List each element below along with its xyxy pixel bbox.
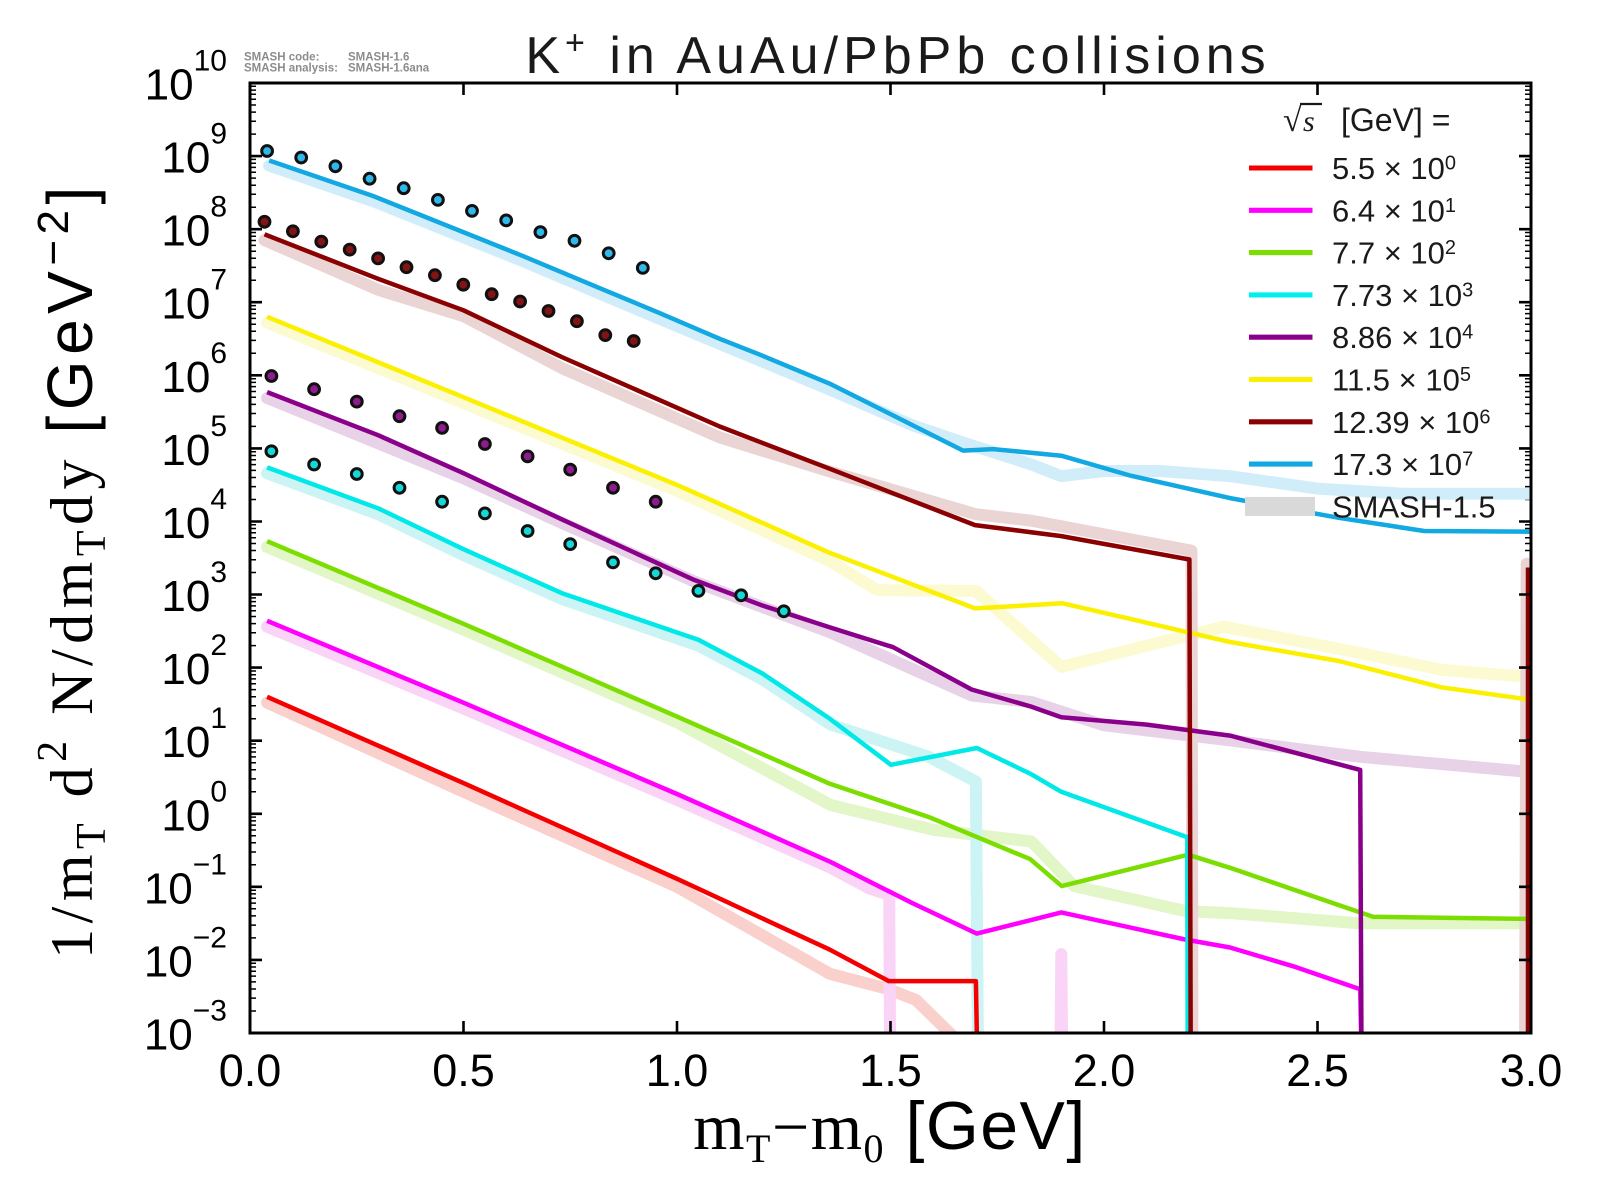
svg-text:2.0: 2.0 <box>1073 1045 1136 1096</box>
svg-text:109: 109 <box>161 118 227 183</box>
svg-text:SMASH code:: SMASH code: <box>244 52 319 64</box>
svg-text:√: √ <box>1283 102 1302 139</box>
svg-text:101: 101 <box>161 702 227 767</box>
svg-text:17.3 × 107: 17.3 × 107 <box>1332 447 1473 482</box>
svg-text:mT−m0 [GeV]: mT−m0 [GeV] <box>693 1088 1087 1171</box>
svg-text:106: 106 <box>161 337 227 402</box>
svg-text:1/mT d2 N/dmTdy [GeV−2]: 1/mT d2 N/dmTdy [GeV−2] <box>29 181 115 959</box>
svg-text:7.7 × 102: 7.7 × 102 <box>1332 236 1456 271</box>
svg-text:6.4 × 101: 6.4 × 101 <box>1332 193 1456 228</box>
svg-text:2.5: 2.5 <box>1286 1045 1349 1096</box>
svg-text:s: s <box>1303 105 1315 138</box>
svg-text:103: 103 <box>161 556 227 621</box>
svg-text:104: 104 <box>161 483 227 548</box>
svg-text:10−1: 10−1 <box>144 848 227 913</box>
svg-text:11.5 × 105: 11.5 × 105 <box>1332 363 1471 398</box>
svg-text:1.5: 1.5 <box>859 1045 922 1096</box>
svg-text:8.86 × 104: 8.86 × 104 <box>1332 320 1473 355</box>
svg-text:3.0: 3.0 <box>1500 1045 1563 1096</box>
svg-text:1010: 1010 <box>145 45 227 110</box>
svg-text:108: 108 <box>161 191 227 256</box>
svg-text:[GeV] =: [GeV] = <box>1341 102 1450 138</box>
svg-text:100: 100 <box>161 775 227 840</box>
svg-text:5.5 × 100: 5.5 × 100 <box>1332 151 1456 186</box>
svg-text:K+ in AuAu/PbPb collisions: K+ in AuAu/PbPb collisions <box>525 24 1270 85</box>
svg-text:SMASH-1.6ana: SMASH-1.6ana <box>348 63 430 75</box>
svg-text:10−3: 10−3 <box>144 995 227 1060</box>
svg-text:105: 105 <box>161 410 227 475</box>
svg-text:10−2: 10−2 <box>144 921 227 986</box>
svg-text:1.0: 1.0 <box>646 1045 709 1096</box>
svg-text:SMASH analysis:: SMASH analysis: <box>244 63 338 75</box>
svg-text:0.5: 0.5 <box>432 1045 495 1096</box>
svg-text:0.0: 0.0 <box>219 1045 282 1096</box>
svg-text:7.73 × 103: 7.73 × 103 <box>1332 278 1473 313</box>
svg-text:SMASH-1.5: SMASH-1.5 <box>1332 489 1496 524</box>
svg-text:SMASH-1.6: SMASH-1.6 <box>348 52 409 64</box>
svg-text:12.39 × 106: 12.39 × 106 <box>1332 405 1491 440</box>
svg-text:107: 107 <box>161 264 227 329</box>
svg-text:102: 102 <box>161 629 227 694</box>
